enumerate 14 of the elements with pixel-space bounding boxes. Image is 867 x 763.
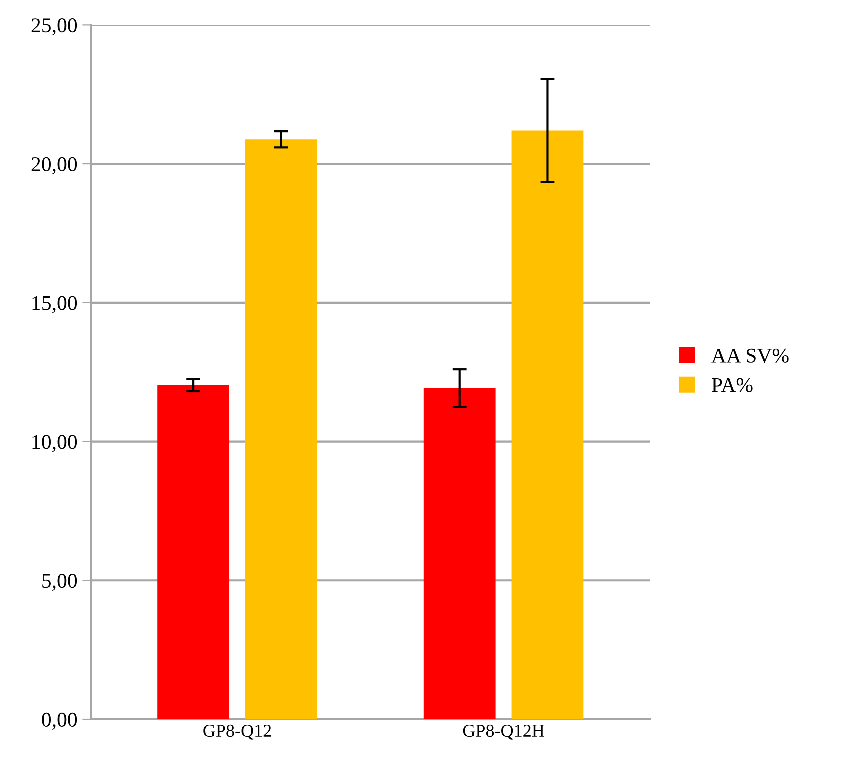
bar bbox=[512, 130, 584, 720]
bar bbox=[245, 140, 318, 720]
y-tick-label: 5,00 bbox=[42, 574, 78, 592]
x-tick-label: GP8-Q12 bbox=[204, 724, 272, 740]
bar bbox=[424, 388, 496, 720]
legend-label: AA SV% bbox=[712, 348, 789, 364]
y-tick-label: 15,00 bbox=[32, 296, 78, 314]
y-tick-label: 0,00 bbox=[42, 712, 78, 730]
bar bbox=[158, 385, 230, 720]
y-tick-label: 10,00 bbox=[32, 435, 78, 452]
y-tick-label: 20,00 bbox=[32, 157, 78, 174]
legend-label: PA% bbox=[712, 378, 753, 392]
x-tick-label: GP8-Q12H bbox=[463, 724, 544, 740]
y-tick-label: 25,00 bbox=[32, 18, 78, 36]
